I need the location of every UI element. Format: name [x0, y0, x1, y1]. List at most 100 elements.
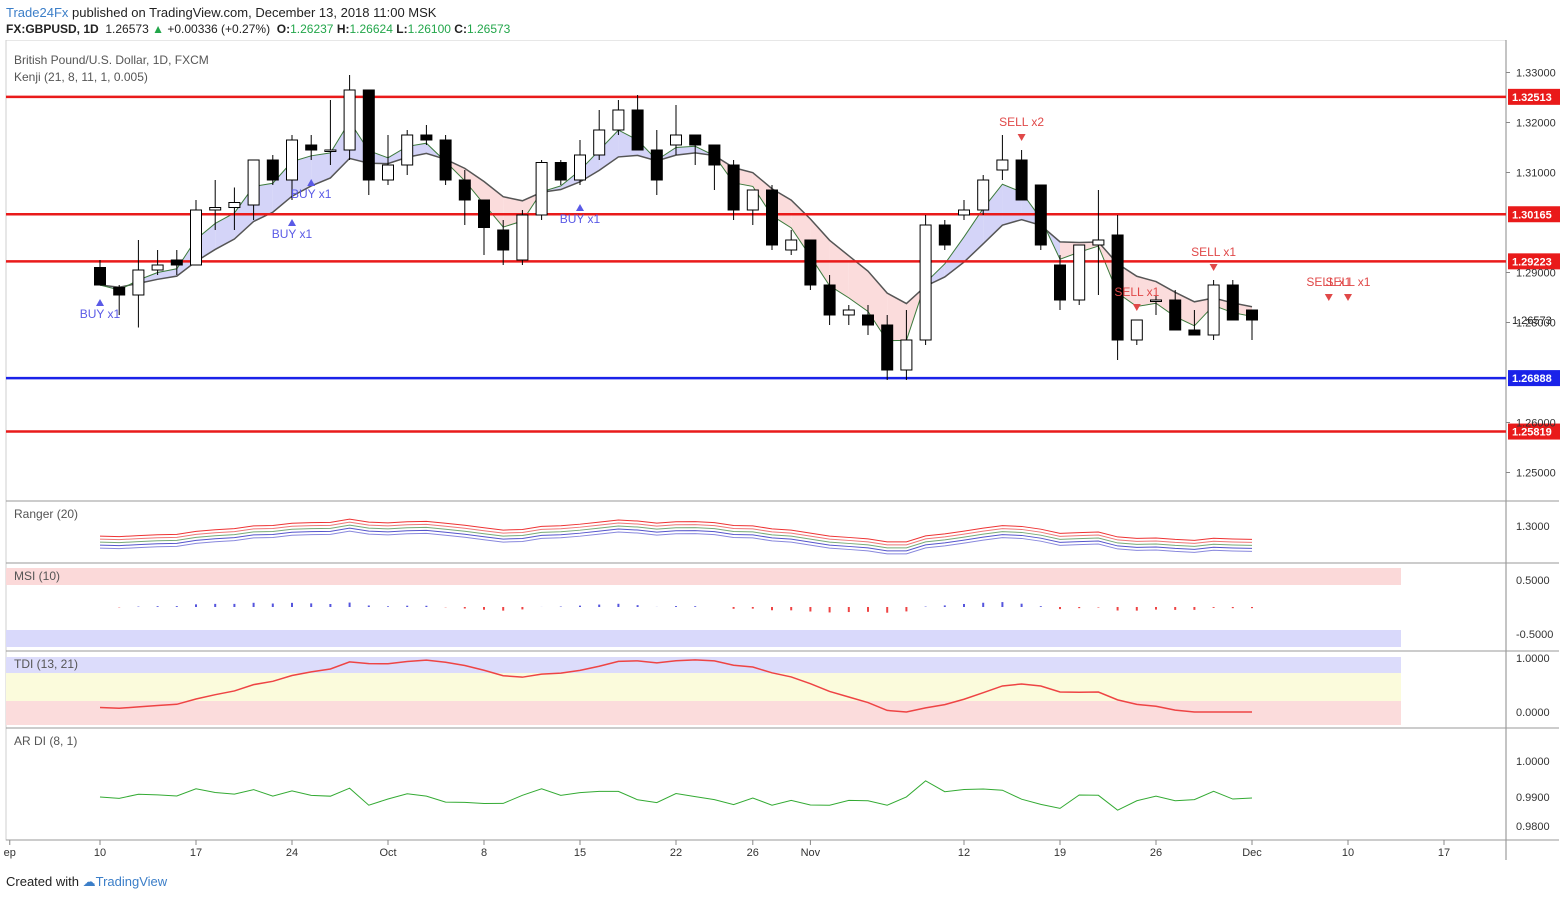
- kenji-cloud: [1136, 276, 1156, 307]
- level-tag: [1508, 206, 1560, 223]
- ranger-line: [99, 521, 1253, 546]
- pane-tick-label: 1.3000: [1516, 521, 1550, 533]
- ranger-line: [99, 518, 1253, 543]
- candle-body: [324, 149, 337, 152]
- pane-title: TDI (13, 21): [14, 657, 78, 671]
- x-tick-label: 19: [1054, 847, 1066, 859]
- x-tick-label: 17: [1438, 847, 1450, 859]
- pane-title: MSI (10): [14, 569, 60, 583]
- y-tick-label: 1.25000: [1516, 468, 1556, 480]
- candle-body: [746, 189, 759, 211]
- level-tag-label: 1.30165: [1512, 209, 1552, 221]
- pane-tick-label: 1.0000: [1516, 653, 1550, 665]
- signal-label: SELL x1: [1191, 245, 1236, 259]
- candle-body: [286, 139, 298, 181]
- candle-body: [266, 159, 279, 181]
- signal-label: SELL x1: [1306, 275, 1351, 289]
- pane-tick-label: -0.5000: [1516, 629, 1553, 641]
- price-change: +0.00336 (+0.27%): [167, 22, 271, 36]
- candle-body: [727, 164, 740, 211]
- candle-body: [881, 324, 894, 371]
- buy-arrow-icon: [96, 299, 104, 306]
- x-tick-label: 10: [94, 847, 106, 859]
- pane-title: Ranger (20): [14, 507, 78, 521]
- candle-body: [862, 314, 874, 326]
- ranger-line: [99, 530, 1253, 555]
- candle-body: [631, 109, 644, 151]
- kenji-cloud: [311, 152, 331, 186]
- x-tick-label: 24: [286, 847, 298, 859]
- candle-body: [1188, 329, 1201, 336]
- sell-arrow-icon: [1209, 264, 1218, 271]
- candle-body: [382, 164, 394, 181]
- last-price: 1.26573: [105, 22, 149, 36]
- x-tick-label: 8: [481, 847, 487, 859]
- candle-body: [1130, 319, 1143, 341]
- y-tick-label: 1.26000: [1516, 418, 1556, 430]
- buy-arrow-icon: [576, 204, 584, 211]
- buy-arrow-icon: [307, 179, 316, 186]
- y-tick-label: 1.29000: [1516, 268, 1556, 280]
- candle-body: [1226, 284, 1239, 321]
- kenji-cloud: [964, 208, 984, 263]
- level-tag-label: 1.25819: [1512, 427, 1552, 439]
- signal-label: BUY x1: [560, 212, 601, 226]
- candle-body: [958, 209, 970, 216]
- candle-body: [247, 159, 260, 206]
- candle-body: [900, 339, 913, 371]
- candle-body: [1034, 184, 1047, 246]
- tradingview-link[interactable]: TradingView: [95, 874, 168, 889]
- chart-header: Trade24Fx published on TradingView.com, …: [0, 0, 1565, 40]
- y-tick-label: 1.32000: [1516, 118, 1556, 130]
- kenji-cloud: [829, 240, 849, 298]
- publish-line: Trade24Fx published on TradingView.com, …: [6, 5, 436, 20]
- x-tick-label: 12: [958, 847, 970, 859]
- tdi-mid-band: [6, 673, 1401, 701]
- candle-body: [401, 134, 414, 166]
- kenji-cloud: [944, 236, 964, 277]
- candle-body: [113, 287, 126, 296]
- candle-body: [132, 269, 145, 296]
- pane-tick-label: 1.0000: [1516, 756, 1550, 768]
- y-tick-label: 1.33000: [1516, 68, 1556, 80]
- candle-body: [823, 284, 836, 316]
- publish-info: published on TradingView.com, December 1…: [72, 5, 437, 20]
- y-tick-label: 1.28000: [1516, 318, 1556, 330]
- candle-body: [938, 224, 951, 246]
- candle-body: [612, 109, 625, 131]
- candle-body: [362, 89, 375, 181]
- candle-body: [94, 267, 106, 286]
- open-label: O:: [276, 22, 291, 36]
- footer: Created with ☁TradingView: [6, 874, 167, 890]
- signal-label: BUY x1: [272, 227, 313, 241]
- candle-body: [1246, 309, 1258, 321]
- pane-tick-label: 0.9900: [1516, 792, 1550, 804]
- kenji-cloud: [484, 181, 504, 228]
- level-tag: [1508, 370, 1560, 387]
- ranger-line: [99, 524, 1253, 549]
- candle-body: [1073, 244, 1086, 301]
- brand-link[interactable]: Trade24Fx: [6, 5, 69, 20]
- candle-body: [343, 89, 356, 151]
- pane-tick-label: 0.5000: [1516, 575, 1550, 587]
- x-tick-label: 17: [190, 847, 202, 859]
- x-tick-label: 22: [670, 847, 682, 859]
- sell-arrow-icon: [1344, 294, 1352, 301]
- quote-line: FX:GBPUSD, 1D 1.26573 ▲ +0.00336 (+0.27%…: [6, 22, 510, 36]
- candle-body: [593, 129, 606, 156]
- tdi-upper-band: [6, 657, 1401, 673]
- candle-body: [516, 214, 529, 261]
- candle-body: [209, 207, 222, 211]
- x-tick-label: Oct: [379, 847, 396, 859]
- chart-title: British Pound/U.S. Dollar, 1D, FXCM: [14, 53, 209, 67]
- candle-body: [1054, 264, 1066, 301]
- high-value: 1.26624: [349, 22, 393, 36]
- x-tick-label: 15: [574, 847, 586, 859]
- candle-body: [1207, 284, 1220, 336]
- signal-label: BUY x1: [291, 187, 332, 201]
- sell-arrow-icon: [1017, 134, 1026, 141]
- x-tick-label: 10: [1342, 847, 1354, 859]
- candle-body: [785, 239, 798, 251]
- candle-body: [439, 139, 452, 181]
